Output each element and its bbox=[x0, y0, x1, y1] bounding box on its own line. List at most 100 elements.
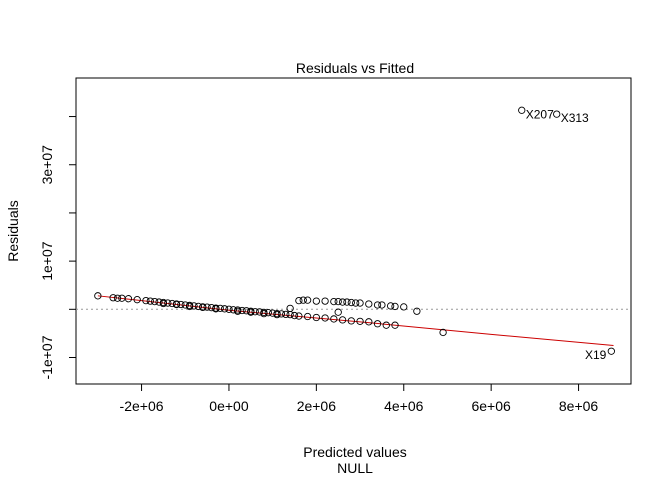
data-point bbox=[190, 302, 198, 310]
data-point bbox=[299, 296, 307, 304]
data-point bbox=[269, 309, 277, 317]
plot-frame bbox=[75, 77, 632, 385]
data-point bbox=[225, 305, 233, 313]
data-point bbox=[400, 303, 408, 311]
data-point bbox=[159, 299, 168, 308]
data-point bbox=[378, 301, 386, 309]
data-point bbox=[352, 299, 360, 307]
data-point bbox=[146, 297, 154, 305]
y-axis-label: Residuals bbox=[5, 200, 21, 261]
data-point bbox=[386, 302, 395, 310]
data-point bbox=[343, 298, 351, 306]
x-tick-label: 0e+00 bbox=[209, 398, 249, 414]
data-point bbox=[321, 314, 329, 322]
data-point bbox=[277, 310, 286, 318]
x-axis-label: Predicted values bbox=[303, 444, 407, 460]
data-point bbox=[286, 310, 294, 319]
data-point bbox=[113, 294, 122, 302]
data-point bbox=[247, 308, 255, 316]
data-point bbox=[334, 308, 342, 316]
data-point bbox=[238, 306, 246, 315]
data-point bbox=[334, 297, 342, 306]
data-point bbox=[234, 307, 242, 315]
data-point bbox=[229, 306, 237, 314]
data-point bbox=[553, 110, 561, 118]
x-tick-label: 6e+06 bbox=[471, 398, 511, 414]
data-point bbox=[172, 300, 181, 309]
data-point bbox=[338, 316, 347, 324]
data-point bbox=[347, 317, 355, 325]
data-point bbox=[365, 300, 373, 308]
data-point bbox=[207, 303, 216, 312]
data-point bbox=[282, 310, 290, 319]
data-point bbox=[216, 304, 224, 312]
data-point bbox=[264, 309, 272, 317]
data-point bbox=[181, 301, 189, 309]
x-tick-label: 2e+06 bbox=[297, 398, 337, 414]
data-point bbox=[203, 303, 211, 311]
data-point bbox=[373, 320, 382, 328]
smoother-line bbox=[97, 295, 614, 346]
data-point bbox=[382, 321, 390, 329]
data-point bbox=[251, 308, 259, 316]
outlier-label: X313 bbox=[561, 111, 589, 125]
data-point bbox=[109, 294, 117, 302]
data-point bbox=[295, 312, 303, 320]
data-point bbox=[295, 296, 303, 305]
data-point bbox=[177, 300, 185, 309]
data-point bbox=[373, 301, 382, 309]
x-axis: -2e+06 0e+00 2e+06 4e+06 6e+06 8e+06 bbox=[120, 383, 599, 414]
data-point bbox=[518, 106, 526, 114]
data-point bbox=[155, 298, 163, 306]
data-point bbox=[607, 347, 615, 355]
data-point bbox=[303, 312, 312, 321]
data-point bbox=[194, 302, 203, 311]
x-tick-label: 8e+06 bbox=[559, 398, 599, 414]
data-point bbox=[133, 296, 141, 304]
y-tick-label: -1e+07 bbox=[39, 335, 55, 379]
outlier-label: X207 bbox=[526, 107, 554, 121]
data-point bbox=[94, 292, 102, 300]
data-point bbox=[321, 297, 329, 305]
data-point bbox=[303, 296, 312, 304]
y-tick-label: 3e+07 bbox=[39, 145, 55, 185]
data-point bbox=[347, 298, 355, 307]
x-tick-label: 4e+06 bbox=[384, 398, 424, 414]
data-point bbox=[330, 297, 338, 306]
y-tick-label: 1e+07 bbox=[39, 241, 55, 281]
data-point bbox=[164, 299, 172, 307]
data-point bbox=[356, 317, 364, 326]
residual-points bbox=[94, 106, 615, 355]
data-point bbox=[286, 304, 294, 312]
data-point bbox=[168, 299, 176, 308]
data-point bbox=[312, 297, 321, 305]
data-point bbox=[330, 315, 338, 323]
data-point bbox=[220, 305, 229, 313]
data-point bbox=[212, 305, 220, 313]
chart-title: Residuals vs Fitted bbox=[296, 60, 414, 76]
data-point bbox=[312, 313, 321, 322]
data-point bbox=[142, 296, 150, 305]
data-point bbox=[365, 318, 373, 326]
data-point bbox=[185, 302, 194, 311]
data-point bbox=[199, 303, 207, 312]
data-point bbox=[356, 299, 364, 307]
data-point bbox=[255, 308, 264, 316]
data-point bbox=[273, 310, 281, 319]
data-point bbox=[151, 297, 159, 306]
data-point bbox=[290, 311, 299, 320]
data-point bbox=[391, 321, 399, 329]
data-point bbox=[260, 309, 268, 318]
outlier-label: X19 bbox=[585, 348, 607, 362]
data-point bbox=[338, 298, 347, 306]
data-point bbox=[242, 307, 251, 315]
data-point bbox=[413, 307, 421, 315]
y-axis: -1e+07 1e+07 3e+07 bbox=[39, 116, 77, 379]
x-tick-label: -2e+06 bbox=[120, 398, 164, 414]
data-point bbox=[391, 302, 399, 311]
data-point bbox=[439, 328, 447, 337]
chart-subtitle: NULL bbox=[337, 460, 373, 476]
outlier-labels: X207 X313 X19 bbox=[526, 107, 607, 362]
data-point bbox=[124, 295, 133, 303]
